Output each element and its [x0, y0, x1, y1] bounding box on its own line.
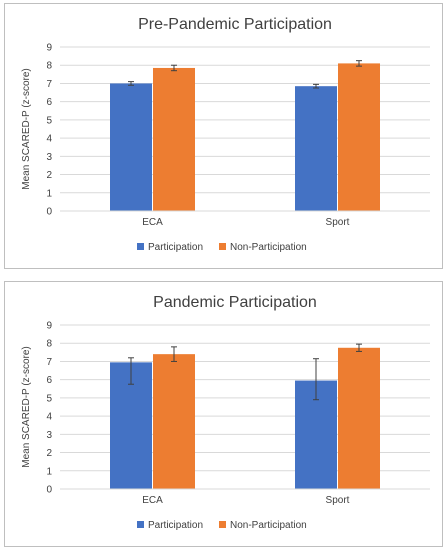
y-tick-label: 5	[46, 115, 52, 126]
y-tick-label: 3	[46, 430, 52, 441]
chart-title: Pandemic Participation	[153, 294, 317, 311]
y-tick-label: 7	[46, 357, 52, 368]
bar-non-participation-sport	[338, 347, 380, 489]
category-label: ECA	[142, 495, 163, 506]
y-tick-label: 7	[46, 79, 52, 90]
bar-non-participation-eca	[153, 354, 195, 489]
y-tick-label: 4	[46, 412, 52, 423]
y-tick-label: 6	[46, 375, 52, 386]
bar-non-participation-sport	[338, 63, 380, 212]
y-tick-label: 8	[46, 61, 52, 72]
legend-swatch	[137, 243, 144, 250]
legend-swatch	[137, 521, 144, 528]
category-label: Sport	[326, 495, 350, 506]
y-tick-label: 4	[46, 134, 52, 145]
legend-label: Non-Participation	[230, 520, 307, 531]
category-label: ECA	[142, 217, 163, 228]
bar-non-participation-eca	[153, 67, 195, 211]
y-axis-label: Mean SCARED-P (z-score)	[21, 346, 32, 468]
legend-label: Participation	[148, 242, 203, 253]
category-label: Sport	[326, 217, 350, 228]
y-tick-label: 0	[46, 485, 52, 496]
legend-label: Participation	[148, 520, 203, 531]
y-tick-label: 5	[46, 393, 52, 404]
chart-pre-pandemic: Pre-Pandemic Participation 0 1 2 3 4 5 6 7 8 9 Mean…	[21, 16, 430, 253]
legend-label: Non-Participation	[230, 242, 307, 253]
y-tick-label: 9	[46, 43, 52, 54]
y-tick-label: 9	[46, 321, 52, 332]
chart-title: Pre-Pandemic Participation	[138, 16, 332, 33]
y-tick-label: 1	[46, 188, 52, 199]
y-tick-label: 2	[46, 170, 52, 181]
y-tick-label: 0	[46, 207, 52, 218]
legend-swatch	[219, 521, 226, 528]
bar-participation-sport	[295, 86, 337, 211]
legend-swatch	[219, 243, 226, 250]
chart-panel-pandemic: Pandemic Participation 0 1 2 3 4 5 6 7 8 9 Mean SCA…	[4, 281, 443, 547]
y-axis-label: Mean SCARED-P (z-score)	[21, 68, 32, 190]
chart-panel-pre-pandemic: Pre-Pandemic Participation 0 1 2 3 4 5 6 7 8 9 Mean…	[4, 3, 443, 269]
y-tick-label: 8	[46, 339, 52, 350]
chart-pandemic: Pandemic Participation 0 1 2 3 4 5 6 7 8 9 Mean SCA…	[21, 294, 430, 531]
y-tick-label: 1	[46, 466, 52, 477]
bar-participation-eca	[110, 83, 152, 211]
y-tick-label: 3	[46, 152, 52, 163]
y-tick-label: 2	[46, 448, 52, 459]
y-tick-label: 6	[46, 97, 52, 108]
